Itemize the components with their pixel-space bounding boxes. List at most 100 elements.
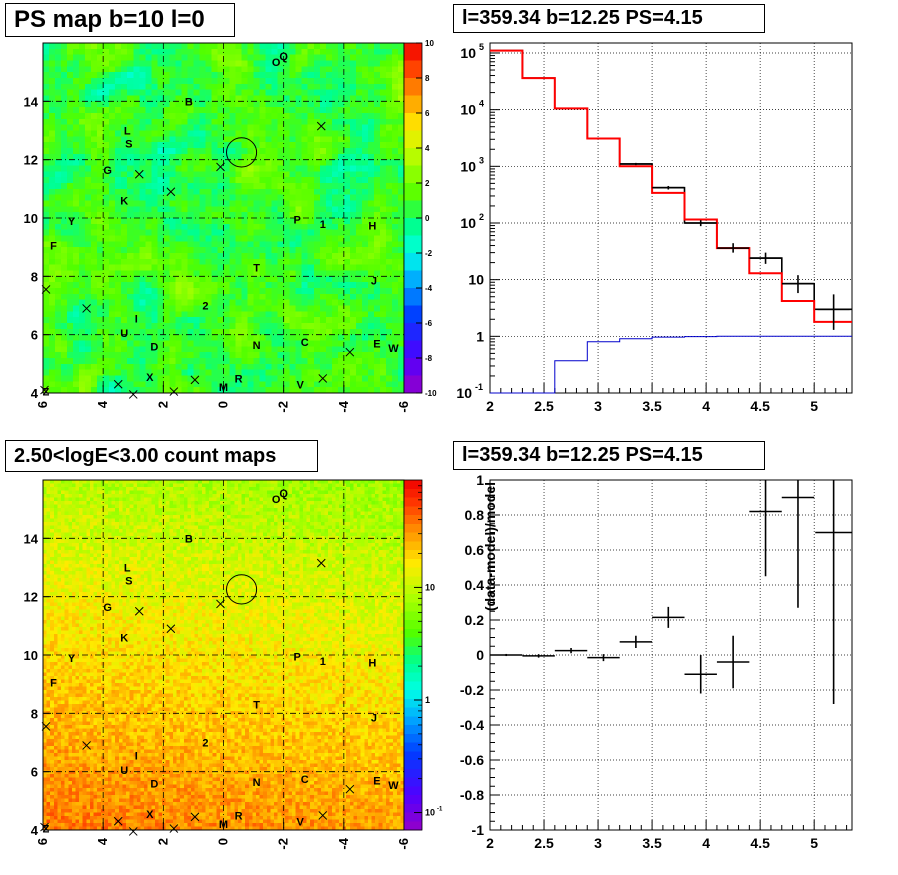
count-map-source-label: Y [68,653,76,665]
count-map-source-cross [113,816,123,826]
ps-map-source-label: Y [68,216,76,228]
count-map-xtick-label: 2 [155,838,170,845]
ps-map-source-cross [316,121,326,131]
ps-map-source-label: H [368,220,376,232]
ps-map-source-label: 1 [320,219,326,231]
ps-map-source-label: R [235,373,243,385]
spectrum-ytick-label: 10 [456,385,472,401]
ps-map-colorbar-label: -2 [425,249,433,258]
residual-ytick-label: -0.6 [460,752,484,768]
count-map-source-cross [128,827,138,836]
count-map-source-cross [169,824,179,833]
count-map-source-label: N [253,777,261,789]
residual-ytick-label: 0.6 [465,542,485,558]
ps-map-source-label: B [185,96,193,108]
spectrum-exposure-line [490,335,852,394]
count-map-source-label: C [301,774,309,786]
ps-map-source-label: M [219,382,228,394]
count-map-source-label: B [185,533,193,545]
ps-map-ytick-label: 8 [31,269,38,284]
ps-map-source-cross [41,285,51,294]
residual-ylabel: (data-model)/model [482,482,498,611]
residual-ytick-label: -0.4 [460,717,484,733]
ps-map-source-label: S [125,139,132,151]
residual-ytick-label: 0.4 [465,577,485,593]
residual-xtick-label: 3.5 [642,835,662,851]
count-map-source-label: S [125,576,132,588]
ps-map-ytick-label: 12 [24,153,38,168]
ps-map-source-circle [226,137,258,168]
ps-map-ytick-label: 14 [24,94,39,109]
spectrum-ytick-label: 1 [476,328,484,344]
spectrum-model-line [490,49,852,323]
spectrum-ytick-exponent: -1 [475,382,483,392]
ps-map-xtick-label: -6 [396,401,411,413]
ps-map-source-label: K [120,196,128,208]
count-map-colorbar-label: 1 [425,695,430,705]
ps-map-source-label: Z [43,387,50,399]
ps-map-source-cross [82,304,91,313]
spectrum-xtick-label: 2 [486,398,494,414]
spectrum-ytick-label: 10 [460,45,476,61]
count-map-xtick-label: -2 [276,838,291,850]
count-map-source-label: U [120,765,128,777]
residual-xtick-label: 2 [486,835,494,851]
count-map-source-cross [41,722,51,731]
ps-map-ytick-label: 4 [31,386,39,401]
ps-map-source-label: L [124,126,131,138]
count-map-source-label: M [219,819,228,831]
spectrum-ytick-label: 10 [460,102,476,118]
ps-map-source-cross [318,374,328,383]
spectrum-xtick-label: 3.5 [642,398,662,414]
count-map-source-label: Z [43,824,50,836]
spectrum-ytick-label: 10 [460,215,476,231]
ps-map-source-label: U [120,328,128,340]
ps-map-title: PS map b=10 l=0 [5,3,235,37]
ps-map-heatmap [43,43,405,394]
spectrum-xtick-label: 2.5 [534,398,554,414]
ps-map-colorbar-label: 2 [425,179,430,188]
spectrum-xtick-label: 4 [702,398,710,414]
count-map-source-cross [166,624,176,634]
count-map-source-label: L [124,563,131,575]
count-map-title: 2.50<logE<3.00 count maps [5,440,318,472]
spectrum-title: l=359.34 b=12.25 PS=4.15 [453,4,765,33]
ps-map-source-label: I [135,314,138,326]
ps-map-source-label: Q [279,51,288,63]
count-map-xtick-label: 6 [35,838,50,845]
ps-map-source-cross [40,385,49,395]
residual-xtick-label: 4 [702,835,710,851]
count-map-xtick-label: -6 [396,838,411,850]
spectrum-ytick-exponent: 2 [479,212,484,222]
ps-map-colorbar-label: -10 [425,389,437,398]
residual-ytick-label: 0.8 [465,507,485,523]
count-map-source-label: H [368,657,376,669]
ps-map-xtick-label: 6 [35,401,50,408]
ps-map-colorbar-label: 8 [425,74,430,83]
spectrum-ytick-label: 10 [468,272,484,288]
ps-map-xtick-label: 0 [216,401,231,408]
ps-map-source-cross [166,187,176,197]
count-map-source-label: Q [279,488,288,500]
spectrum-data-line [490,49,852,311]
residual-ytick-label: -1 [472,822,485,838]
ps-map-source-cross [169,387,179,396]
spectrum-xtick-label: 4.5 [750,398,770,414]
residual-ytick-label: -0.2 [460,682,484,698]
count-map-source-label: P [294,651,301,663]
ps-map-xtick-label: -4 [336,400,351,412]
residual-xtick-label: 2.5 [534,835,554,851]
ps-map-source-label: G [103,165,112,177]
count-map-source-cross [318,811,328,820]
count-map-source-cross [134,606,144,616]
ps-map-colorbar-label: -6 [425,319,433,328]
count-map-colorbar [404,480,422,831]
residual-ytick-label: -0.8 [460,787,484,803]
residual-xtick-label: 5 [810,835,818,851]
count-map-ytick-label: 6 [31,765,38,780]
ps-map-colorbar-label: -4 [425,284,433,293]
ps-map-source-cross [128,390,138,399]
count-map-source-label: V [297,816,305,828]
